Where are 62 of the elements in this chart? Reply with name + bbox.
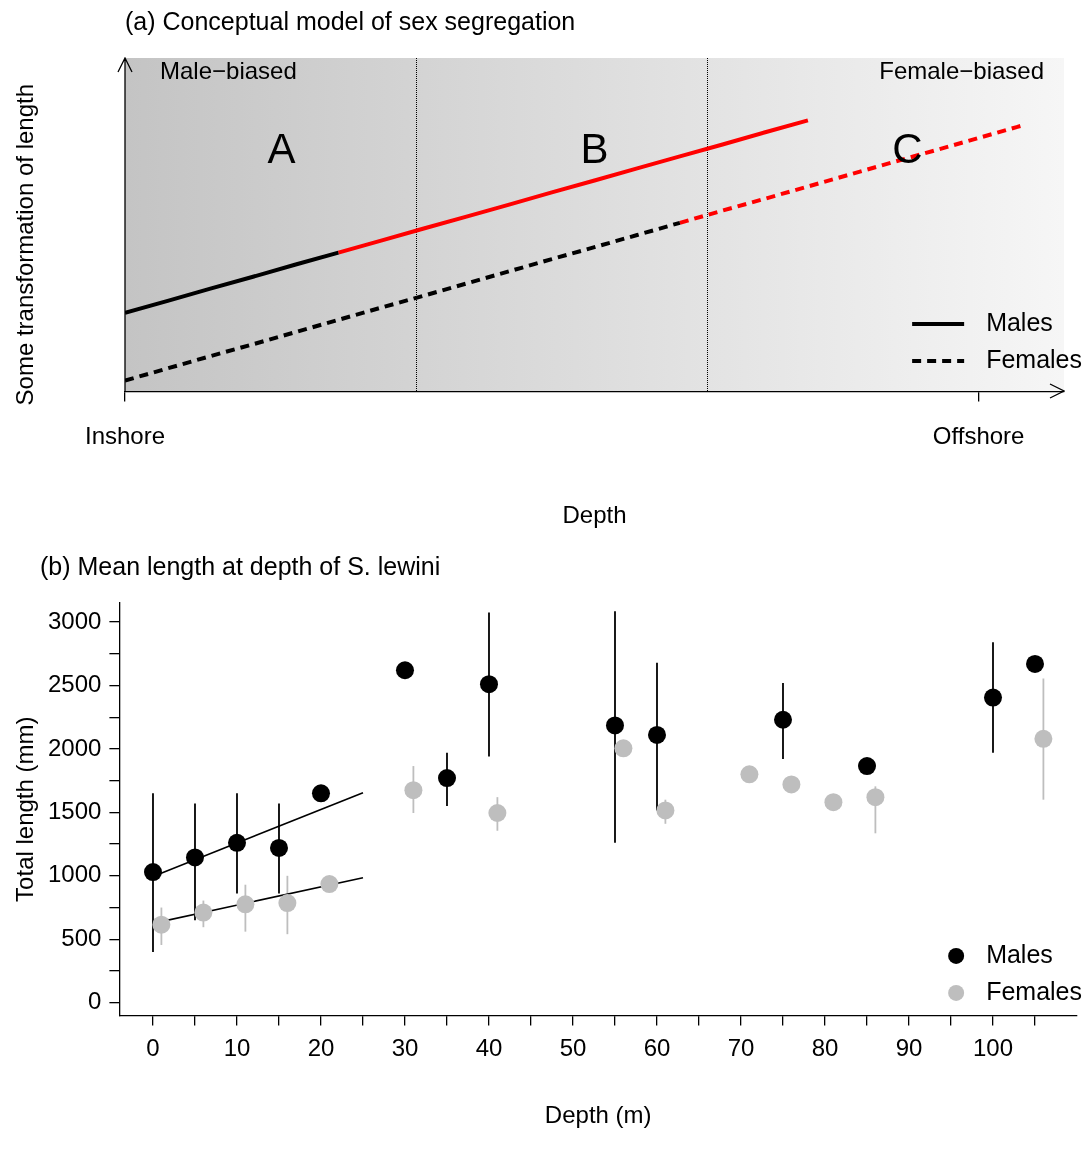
point — [320, 875, 339, 894]
x-tick-label: 20 — [307, 1034, 335, 1062]
annotation: A — [267, 124, 296, 172]
y-tick-label: 1500 — [48, 797, 102, 824]
point — [437, 769, 456, 788]
y-axis-title: Some transformation of length — [10, 83, 38, 406]
x-axis-title: Depth — [562, 501, 627, 529]
legend-label: Females — [986, 344, 1083, 373]
x-tick-label: Inshore — [84, 422, 166, 450]
y-tick-label: 0 — [88, 987, 102, 1015]
x-tick-label: 70 — [727, 1034, 755, 1062]
y-tick-label: 2000 — [48, 733, 102, 761]
point — [656, 801, 675, 820]
x-tick-label: 60 — [643, 1034, 671, 1062]
point — [479, 675, 498, 694]
point — [404, 781, 423, 800]
y-axis-title: Total length (mm) — [10, 716, 38, 902]
point — [236, 895, 255, 914]
legend-label: Males — [986, 307, 1053, 336]
y-tick-label: 3000 — [48, 606, 102, 634]
legend-label: Males — [986, 939, 1053, 968]
x-tick-label: 50 — [559, 1034, 587, 1062]
point — [488, 804, 507, 823]
point — [984, 688, 1002, 707]
point — [143, 863, 162, 882]
point — [648, 725, 666, 744]
point — [824, 793, 843, 812]
point — [269, 838, 288, 857]
point — [227, 833, 246, 852]
y-tick-label: 2500 — [48, 670, 102, 698]
y-tick-label: 500 — [61, 923, 102, 951]
text: Female−biased — [879, 56, 1044, 84]
point — [278, 894, 297, 913]
point — [395, 661, 414, 680]
point — [774, 710, 792, 729]
x-tick-label: 90 — [895, 1034, 923, 1062]
point — [1034, 729, 1053, 748]
point — [152, 915, 171, 934]
point — [614, 739, 633, 758]
annotation: B — [580, 124, 609, 172]
x-axis-title: Depth (m) — [544, 1101, 652, 1129]
point — [194, 903, 213, 922]
text: Male−biased — [160, 56, 297, 84]
point — [185, 848, 204, 867]
point — [740, 765, 759, 784]
point — [311, 784, 330, 803]
x-tick-label: 40 — [475, 1034, 503, 1062]
x-tick-label: 80 — [811, 1034, 839, 1062]
x-tick-label: Offshore — [932, 422, 1025, 450]
point — [606, 716, 624, 735]
x-tick-label: 100 — [972, 1034, 1014, 1062]
x-tick-label: 10 — [223, 1034, 251, 1062]
legend-label: Females — [986, 976, 1083, 1005]
x-tick-label: 0 — [146, 1034, 160, 1062]
x-tick-label: 30 — [391, 1034, 419, 1062]
point — [858, 757, 876, 776]
chart-title: (b) Mean length at depth of S. lewini — [40, 551, 441, 580]
y-tick-label: 1000 — [48, 860, 102, 888]
point — [782, 775, 801, 794]
point — [1026, 654, 1044, 673]
point — [866, 788, 885, 807]
chart-title: (a) Conceptual model of sex segregation — [125, 6, 576, 35]
